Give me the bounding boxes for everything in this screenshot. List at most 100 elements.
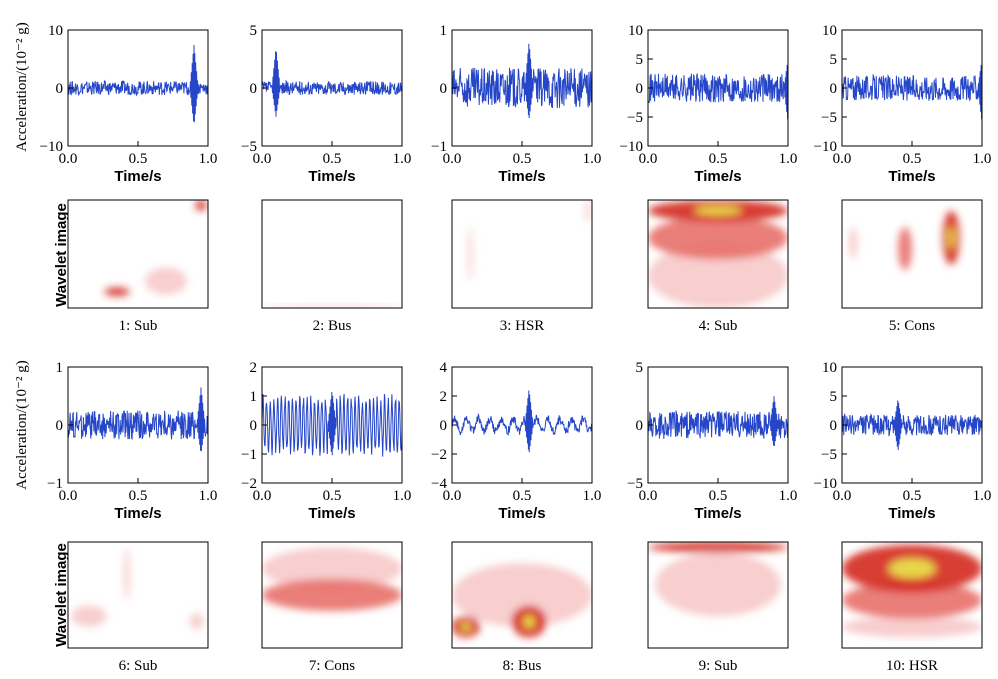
x-tick-label-8-0: 0.0 [443,488,462,504]
x-axis-label-4: Time/s [694,168,741,185]
wavelet-image-10 [841,541,983,649]
x-tick-label-5-2: 1.0 [973,151,992,167]
x-tick-label-10-0: 0.0 [833,488,852,504]
signal-line-10 [841,400,983,451]
wavelet-bg-6 [68,542,208,648]
wavelet-blob-1-0 [145,267,187,295]
signal-line-2 [261,51,403,117]
x-tick-label-5-1: 0.5 [903,151,922,167]
x-tick-label-3-0: 0.0 [443,151,462,167]
x-tick-label-4-1: 0.5 [709,151,728,167]
wavelet-bg-2 [262,200,402,308]
panel-2: 5 0 −50.0 0.5 1.0 Time/s 2: Bus [241,23,411,334]
wavelet-blob-1-2 [195,200,207,211]
wavelet-peak-8-1 [523,615,535,628]
caption-2: 2: Bus [313,318,352,334]
signal-line-1 [67,44,209,123]
wavelet-blob-6-1 [189,613,204,630]
wavelet-blob-10-0 [842,616,982,638]
signal-plot-4: 10 5 0 −5 −100.0 0.5 1.0 Time/s [620,23,798,185]
x-tick-label-9-0: 0.0 [639,488,658,504]
y-axis-label-wavelet-row1: Wavelet image [53,203,70,307]
wavelet-blob-7-1 [262,579,402,611]
wavelet-frame-3 [451,199,593,309]
signal-plot-10: 10 5 0 −5 −100.0 0.5 1.0 Time/s [814,360,992,522]
y-tick-label-10-3: −5 [821,447,837,463]
y-tick-label-4-2: 0 [636,81,644,97]
wavelet-image-6 [67,541,209,649]
y-tick-label-2-2: −5 [241,139,257,155]
panel-3: 1 0 −10.0 0.5 1.0 Time/s 3: HSR [431,23,601,334]
wavelet-frame-5 [841,199,983,309]
signal-plot-5: 10 5 0 −5 −100.0 0.5 1.0 Time/s [814,23,992,185]
wavelet-blob-7-0 [262,547,402,590]
signal-plot-9: 5 0 −50.0 0.5 1.0 Time/s [627,360,797,522]
y-tick-label-2-0: 5 [250,23,258,39]
wavelet-blob-3-0 [468,227,473,281]
signal-plot-2: 5 0 −50.0 0.5 1.0 Time/s [241,23,411,185]
x-tick-label-1-2: 1.0 [199,151,218,167]
x-tick-label-4-0: 0.0 [639,151,658,167]
signal-line-9 [647,396,789,447]
wavelet-blob-8-0 [452,563,592,627]
y-tick-label-3-2: −1 [431,139,447,155]
signal-line-5 [841,58,983,120]
y-tick-label-8-2: 0 [440,418,448,434]
y-axis-label-signal-row2: Acceleration/(10⁻² g) [14,360,30,489]
y-tick-label-2-1: 0 [250,81,258,97]
x-axis-label-10: Time/s [888,505,935,522]
wavelet-image-3 [451,199,593,309]
x-tick-label-6-0: 0.0 [59,488,78,504]
panel-8: 4 2 0 −2 −40.0 0.5 1.0 Time/s 8: Bus [431,360,601,674]
signal-line-4 [647,58,789,120]
x-tick-label-8-1: 0.5 [513,488,532,504]
caption-7: 7: Cons [309,658,355,674]
signal-line-6 [67,387,209,452]
caption-3: 3: HSR [500,318,545,334]
y-tick-label-10-1: 5 [830,389,838,405]
wavelet-blob-9-0 [655,552,781,617]
wavelet-blob-5-1 [898,227,912,271]
caption-8: 8: Bus [503,658,542,674]
y-tick-label-5-2: 0 [830,81,838,97]
wavelet-bg-3 [452,200,592,308]
wavelet-blob-6-2 [124,547,130,601]
y-tick-label-1-2: −10 [40,139,63,155]
signal-line-8 [451,390,593,453]
y-tick-label-6-2: −1 [47,476,63,492]
wavelet-blob-3-1 [585,200,591,222]
wavelet-blob-4-1 [648,216,788,260]
wavelet-bg-5 [842,200,982,308]
y-tick-label-8-3: −2 [431,447,447,463]
y-tick-label-10-4: −10 [814,476,837,492]
x-tick-label-9-1: 0.5 [709,488,728,504]
wavelet-frame-4 [647,199,789,309]
wavelet-image-2 [261,199,403,309]
y-tick-label-8-0: 4 [440,360,448,376]
x-axis-label-1: Time/s [114,168,161,185]
wavelet-frame-7 [261,541,403,649]
wavelet-frame-2 [261,199,403,309]
wavelet-blob-4-0 [648,243,788,308]
caption-4: 4: Sub [699,318,738,334]
x-tick-label-1-1: 0.5 [129,151,148,167]
wavelet-blob-10-1 [842,581,982,619]
wavelet-blob-9-1 [648,542,788,553]
x-tick-label-6-2: 1.0 [199,488,218,504]
y-tick-label-4-3: −5 [627,110,643,126]
wavelet-peak-5-2 [948,227,955,249]
signal-plot-6: 1 0 −10.0 0.5 1.0 Time/s [47,360,217,522]
wavelet-image-4 [647,199,789,309]
wavelet-peak-10-2 [888,558,936,579]
x-tick-label-7-0: 0.0 [253,488,272,504]
y-tick-label-5-1: 5 [830,52,838,68]
x-axis-label-7: Time/s [308,505,355,522]
x-tick-label-10-2: 1.0 [973,488,992,504]
y-tick-label-9-0: 5 [636,360,644,376]
wavelet-frame-9 [647,541,789,649]
x-tick-label-4-2: 1.0 [779,151,798,167]
y-tick-label-7-3: −1 [241,447,257,463]
y-tick-label-1-0: 10 [48,23,63,39]
y-tick-label-3-0: 1 [440,23,448,39]
y-tick-label-8-1: 2 [440,389,448,405]
